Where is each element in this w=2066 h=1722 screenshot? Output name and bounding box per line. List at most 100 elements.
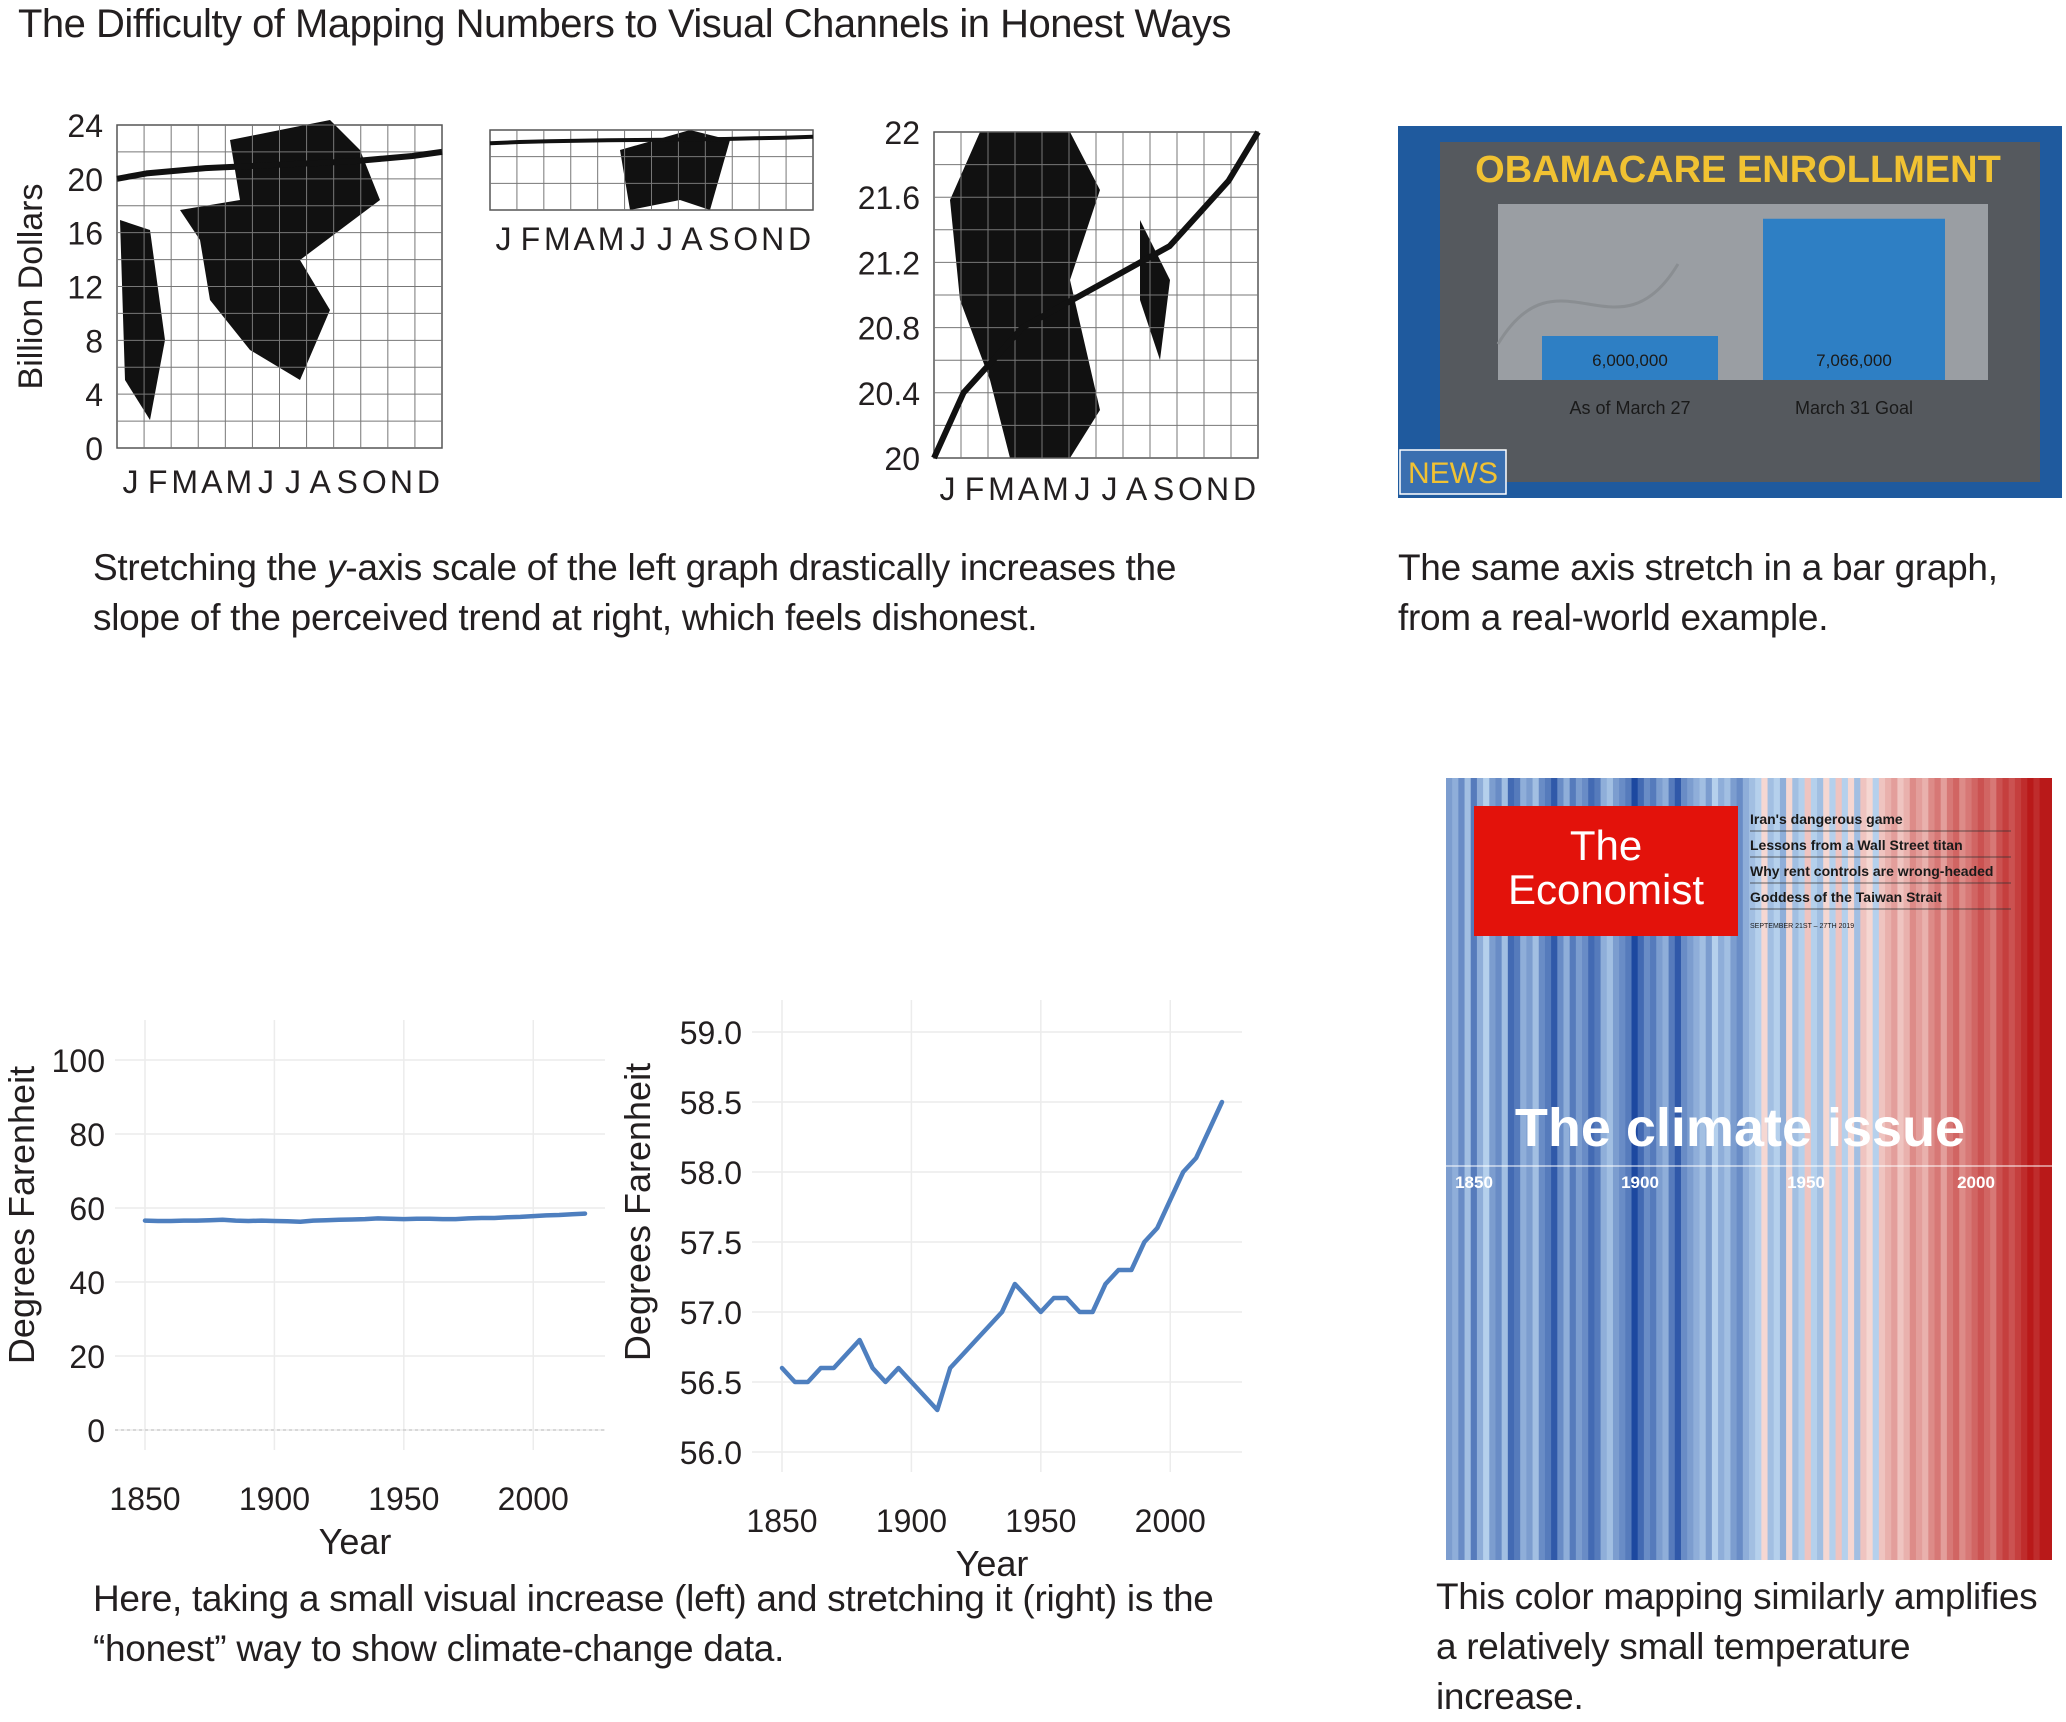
cover-dateline: SEPTEMBER 21ST – 27TH 2019	[1750, 923, 1854, 930]
x-month-label: A	[201, 464, 223, 500]
warming-stripe	[1792, 778, 1800, 1560]
warming-stripe	[1761, 778, 1769, 1560]
warming-stripe	[1798, 778, 1806, 1560]
warming-stripe	[1773, 778, 1781, 1560]
warming-stripe	[1507, 778, 1515, 1560]
y-tick-label: 12	[67, 270, 103, 306]
warming-stripe	[1458, 778, 1466, 1560]
warming-stripe	[1934, 778, 1942, 1560]
warming-stripe	[1736, 778, 1744, 1560]
y-tick-label: 20	[884, 441, 920, 477]
warming-stripe	[1866, 778, 1874, 1560]
illustration-figure	[620, 130, 730, 210]
y-tick-label: 21.6	[858, 180, 920, 216]
y-tick-label: 59.0	[680, 1015, 742, 1051]
warming-stripe	[1612, 778, 1620, 1560]
y-tick-label: 24	[67, 108, 103, 144]
warming-stripe	[1514, 778, 1521, 1560]
y-tick-label: 4	[85, 377, 103, 413]
x-month-label: D	[1233, 471, 1256, 507]
warming-stripe	[2039, 778, 2047, 1560]
y-tick-label: 57.0	[680, 1295, 742, 1331]
chart-climate-full: 0 20 40 60 80 100 1850 1900 1950 2000 Year Degrees …	[0, 1000, 620, 1580]
warming-stripe	[1656, 778, 1664, 1560]
warming-stripe	[2014, 778, 2022, 1560]
cover-year-label: 1850	[1455, 1173, 1493, 1192]
cover-headline: Goddess of the Taiwan Strait	[1750, 889, 1942, 905]
y-tick-label: 100	[52, 1043, 105, 1079]
warming-stripe	[1983, 778, 1991, 1560]
warming-stripe	[1909, 778, 1917, 1560]
page-title: The Difficulty of Mapping Numbers to Vis…	[18, 2, 1232, 46]
y-tick-label: 8	[85, 323, 103, 359]
warming-stripe	[1538, 778, 1546, 1560]
bar-value-label: 7,066,000	[1816, 351, 1892, 370]
warming-stripe	[1600, 778, 1608, 1560]
chart-climate-stretched: 56.0 56.5 57.0 57.5 58.0 58.5 59.0 1850 1900 1950…	[620, 1000, 1260, 1580]
series-line	[489, 134, 814, 146]
warming-stripe	[1687, 778, 1694, 1560]
x-tick-label: 1950	[368, 1481, 439, 1517]
x-month-label: A	[681, 221, 703, 257]
cover-year-label: 2000	[1957, 1173, 1995, 1192]
x-month-label: N	[761, 221, 784, 257]
x-month-label: J	[123, 464, 139, 500]
caption-bottom-left: Here, taking a small visual increase (le…	[93, 1578, 1214, 1669]
warming-stripe	[1903, 778, 1911, 1560]
x-month-label: F	[521, 221, 541, 257]
y-tick-label: 58.5	[680, 1085, 742, 1121]
cover-year-label: 1950	[1787, 1173, 1825, 1192]
chart-full-scale: 0 4 8 12 16 20 24 J F M A M J J A S O N D Billion Dollars	[0, 80, 470, 510]
y-axis-label: Degrees Farenheit	[620, 1063, 658, 1361]
warming-stripe	[1730, 778, 1738, 1560]
caption-top-left-italic: y	[327, 547, 346, 588]
warming-stripe	[1563, 778, 1571, 1560]
y-tick-label: 56.5	[680, 1365, 742, 1401]
x-month-label: S	[708, 221, 729, 257]
masthead-line2: Economist	[1508, 866, 1704, 913]
warming-stripe	[1915, 778, 1923, 1560]
warming-stripe	[1724, 778, 1732, 1560]
x-month-label: M	[1042, 471, 1069, 507]
warming-stripe	[1668, 778, 1676, 1560]
x-tick-label: 1850	[109, 1481, 180, 1517]
caption-top-left: Stretching the y-axis scale of the left …	[93, 543, 1253, 643]
warming-stripe	[1557, 778, 1565, 1560]
bar-category-label: As of March 27	[1569, 398, 1690, 418]
x-month-label: J	[630, 221, 646, 257]
economist-cover: The Economist Iran's dangerous game Lessons…	[1446, 778, 2052, 1560]
cover-headline: Why rent controls are wrong-headed	[1750, 863, 1993, 879]
cover-year-label: 1900	[1621, 1173, 1659, 1192]
warming-stripe	[1619, 778, 1626, 1560]
y-tick-label: 16	[67, 216, 103, 252]
warming-stripe	[1705, 778, 1713, 1560]
warming-stripe	[1718, 778, 1725, 1560]
cover-headline: Iran's dangerous game	[1750, 811, 1903, 827]
warming-stripe	[1897, 778, 1905, 1560]
x-month-label: S	[337, 464, 358, 500]
x-tick-label: 1950	[1005, 1503, 1076, 1539]
warming-stripe	[1693, 778, 1701, 1560]
warming-stripe	[1631, 778, 1639, 1560]
y-tick-label: 56.0	[680, 1435, 742, 1471]
news-bar-graphic-svg: OBAMACARE ENROLLMENT 6,000,000 As of March…	[1398, 126, 2062, 498]
masthead	[1474, 806, 1738, 936]
x-month-label: J	[1102, 471, 1118, 507]
x-month-label: J	[1075, 471, 1091, 507]
warming-stripe	[1810, 778, 1818, 1560]
x-month-label: M	[226, 464, 253, 500]
warming-stripe	[1742, 778, 1750, 1560]
warming-stripe	[1878, 778, 1886, 1560]
warming-stripe	[2045, 778, 2052, 1560]
x-month-label: M	[171, 464, 198, 500]
illustration-figure	[120, 120, 380, 420]
warming-stripe	[1575, 778, 1583, 1560]
x-tick-label: 1900	[239, 1481, 310, 1517]
warming-stripe	[1965, 778, 1973, 1560]
series-line	[142, 1211, 588, 1224]
chart-climate-stretched-svg: 56.0 56.5 57.0 57.5 58.0 58.5 59.0 1850 1900 1950…	[620, 1000, 1242, 1580]
warming-stripe	[1569, 778, 1577, 1560]
news-headline: OBAMACARE ENROLLMENT	[1475, 149, 2001, 191]
x-month-label: O	[1178, 471, 1203, 507]
warming-stripe	[2008, 778, 2016, 1560]
